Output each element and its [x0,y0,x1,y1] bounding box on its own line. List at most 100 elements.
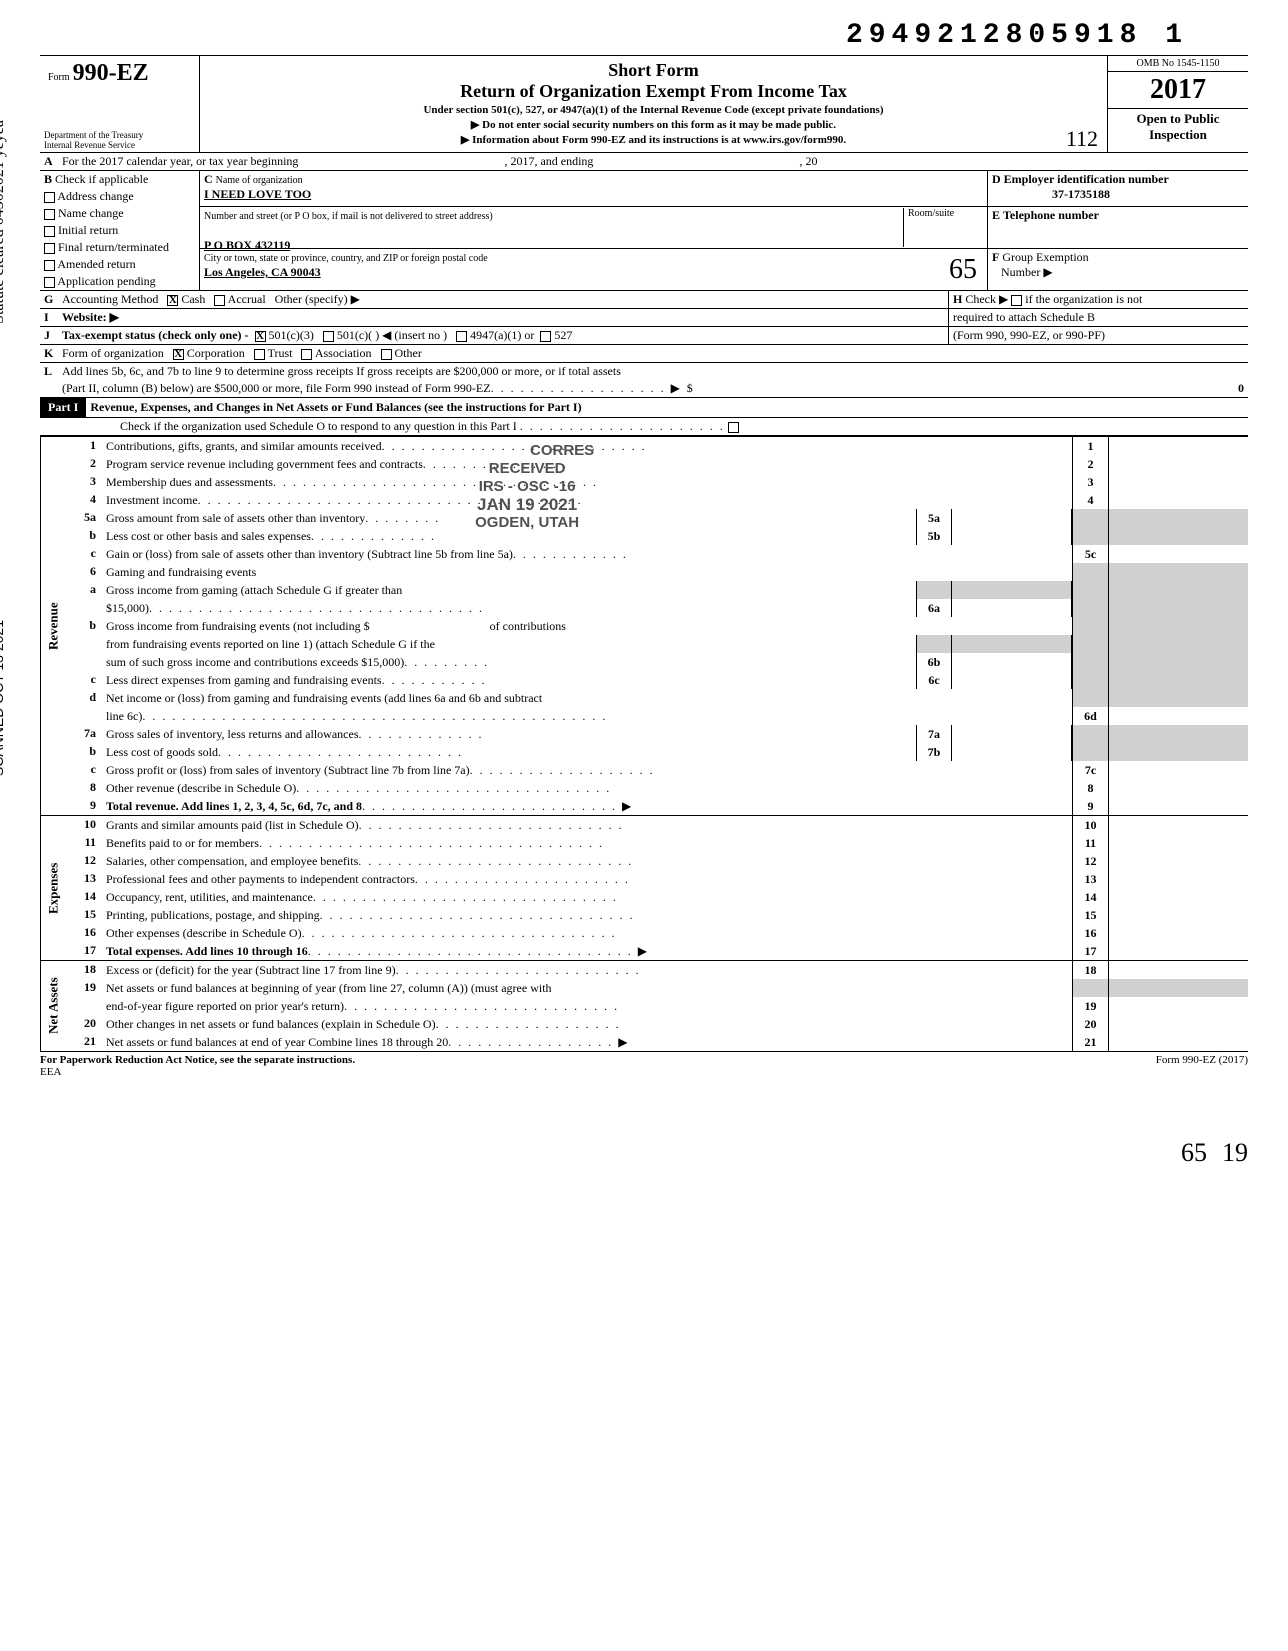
ln14-col: 14 [1072,888,1108,906]
shaded [916,635,952,653]
ln17-text: Total expenses. Add lines 10 through 16 [106,944,308,959]
handwritten-page-a: 65 [1181,1138,1207,1167]
ln20-amt[interactable] [1108,1015,1248,1033]
shaded [1108,979,1248,997]
cb-application-pending[interactable] [44,277,55,288]
ln7a-amt[interactable] [952,725,1072,743]
website-label: Website: ▶ [62,310,119,324]
ln7b-amt[interactable] [952,743,1072,761]
ln12-col: 12 [1072,852,1108,870]
ln20-col: 20 [1072,1015,1108,1033]
ln2-amt[interactable] [1108,455,1248,473]
line-h-letter: H [953,292,962,306]
h-check-label: Check ▶ [965,292,1008,306]
shaded [1072,671,1108,689]
cb-schedule-o[interactable] [728,422,739,433]
ln9-amt[interactable] [1108,797,1248,815]
dots: . . . . . . . . . . . . . . . . . . . . … [273,475,1068,490]
part1-title: Revenue, Expenses, and Changes in Net As… [86,399,585,416]
ln6d-amt[interactable] [1108,707,1248,725]
cb-cash[interactable]: X [167,295,178,306]
ln2-num: 2 [66,455,102,473]
ln6b-amt[interactable] [952,653,1072,671]
title-short-form: Short Form [210,60,1097,81]
ln4-amt[interactable] [1108,491,1248,509]
cb-527[interactable] [540,331,551,342]
ln17-amt[interactable] [1108,942,1248,960]
line-j-letter: J [40,327,58,344]
ln15-amt[interactable] [1108,906,1248,924]
ln6a-amt[interactable] [952,599,1072,617]
footer-form-ref: Form 990-EZ (2017) [1156,1054,1248,1078]
ln5b-amt[interactable] [952,527,1072,545]
line-l-amount: 0 [1104,381,1244,396]
ln21-amt[interactable] [1108,1033,1248,1051]
ln18-col: 18 [1072,961,1108,979]
ln7c-num: c [66,761,102,779]
revenue-label: Revenue [40,437,66,815]
cb-corporation[interactable]: X [173,349,184,360]
cb-4947a1[interactable] [456,331,467,342]
ln12-text: Salaries, other compensation, and employ… [106,854,358,869]
line-k-letter: K [40,345,58,362]
ln8-amt[interactable] [1108,779,1248,797]
cb-other-org[interactable] [381,349,392,360]
cb-accrual[interactable] [214,295,225,306]
cb-schedule-b[interactable] [1011,295,1022,306]
side-statute-cleared: Statute cleared 04302021 yeyea [0,120,8,324]
ln5c-amt[interactable] [1108,545,1248,563]
opt-application-pending: Application pending [57,274,155,288]
handwritten-curve: 65 [949,254,977,286]
ln1-amt[interactable] [1108,437,1248,455]
ln14-amt[interactable] [1108,888,1248,906]
shaded [1072,509,1108,527]
cb-name-change[interactable] [44,209,55,220]
ln6c-text: Less direct expenses from gaming and fun… [106,673,382,688]
cb-trust[interactable] [254,349,265,360]
ln7c-amt[interactable] [1108,761,1248,779]
ln7b-text: Less cost of goods sold [106,745,218,760]
dots: . . . . . . . . . . . . [513,547,1068,562]
ln5c-num: c [66,545,102,563]
cb-501c[interactable] [323,331,334,342]
opt-final-return: Final return/terminated [58,240,169,254]
ln5a-amt[interactable] [952,509,1072,527]
cb-501c3[interactable]: X [255,331,266,342]
open-public-2: Inspection [1110,127,1246,143]
ln19-amt[interactable] [1108,997,1248,1015]
ln14-num: 14 [66,888,102,906]
cb-address-change[interactable] [44,192,55,203]
ln13-amt[interactable] [1108,870,1248,888]
ln20-text: Other changes in net assets or fund bala… [106,1017,436,1032]
ln16-amt[interactable] [1108,924,1248,942]
ln6c-amt[interactable] [952,671,1072,689]
room-suite-label: Room/suite [903,208,983,247]
ln19-num: 19 [66,979,102,997]
dots: . . . . . . . . . . . . . . . . . . . . … [344,999,1068,1014]
org-city: Los Angeles, CA 90043 [204,265,321,279]
ln12-amt[interactable] [1108,852,1248,870]
ln15-text: Printing, publications, postage, and shi… [106,908,320,923]
ln11-col: 11 [1072,834,1108,852]
line-b-label: Check if applicable [55,172,148,186]
ln3-amt[interactable] [1108,473,1248,491]
ln18-amt[interactable] [1108,961,1248,979]
ln10-amt[interactable] [1108,816,1248,834]
ln13-num: 13 [66,870,102,888]
dots: . . . . . . . . . . . . . . . . . . ▶ $ [491,381,1104,396]
form-header: Form 990-EZ Department of the Treasury I… [40,55,1248,153]
cb-final-return[interactable] [44,243,55,254]
cb-initial-return[interactable] [44,226,55,237]
cb-association[interactable] [301,349,312,360]
ln5c-col: 5c [1072,545,1108,563]
ln5b-text: Less cost or other basis and sales expen… [106,529,311,544]
ln6b-text1b: of contributions [490,619,566,634]
cb-amended-return[interactable] [44,260,55,271]
ln1-num: 1 [66,437,102,455]
form-of-org-label: Form of organization [62,346,164,360]
dots: . . . . . . . . . . . . . . . . . . . . … [313,890,1068,905]
omb-number: OMB No 1545-1150 [1108,56,1248,72]
ln20-num: 20 [66,1015,102,1033]
ln11-amt[interactable] [1108,834,1248,852]
shaded [1072,725,1108,743]
